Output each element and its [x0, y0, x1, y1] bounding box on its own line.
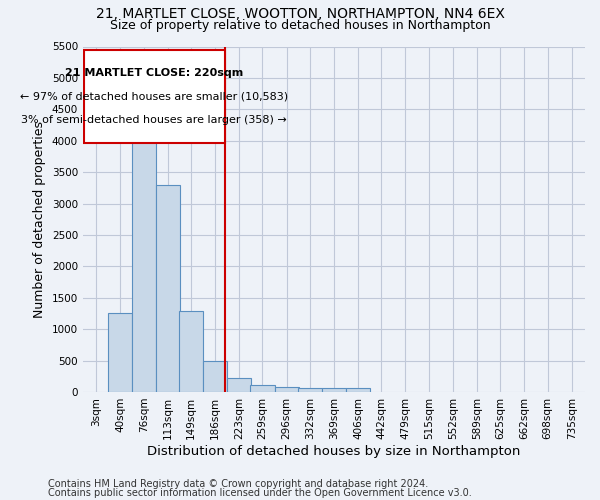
Bar	[83, 50, 225, 143]
Bar	[108, 313, 132, 392]
Bar	[322, 388, 346, 392]
Bar	[227, 378, 251, 392]
Text: Contains HM Land Registry data © Crown copyright and database right 2024.: Contains HM Land Registry data © Crown c…	[48, 479, 428, 489]
Text: Contains public sector information licensed under the Open Government Licence v3: Contains public sector information licen…	[48, 488, 472, 498]
Bar	[155, 184, 179, 392]
Text: 21 MARTLET CLOSE: 220sqm: 21 MARTLET CLOSE: 220sqm	[65, 68, 244, 78]
Bar	[250, 386, 275, 392]
Bar	[179, 311, 203, 392]
Bar	[131, 120, 155, 392]
Text: Size of property relative to detached houses in Northampton: Size of property relative to detached ho…	[110, 19, 490, 32]
Text: 3% of semi-detached houses are larger (358) →: 3% of semi-detached houses are larger (3…	[22, 115, 287, 125]
Bar	[275, 387, 299, 392]
Text: 21, MARTLET CLOSE, WOOTTON, NORTHAMPTON, NN4 6EX: 21, MARTLET CLOSE, WOOTTON, NORTHAMPTON,…	[95, 8, 505, 22]
Bar	[298, 388, 322, 392]
Bar	[346, 388, 370, 392]
Bar	[203, 360, 227, 392]
Y-axis label: Number of detached properties: Number of detached properties	[33, 120, 46, 318]
X-axis label: Distribution of detached houses by size in Northampton: Distribution of detached houses by size …	[147, 444, 521, 458]
Text: ← 97% of detached houses are smaller (10,583): ← 97% of detached houses are smaller (10…	[20, 92, 289, 102]
